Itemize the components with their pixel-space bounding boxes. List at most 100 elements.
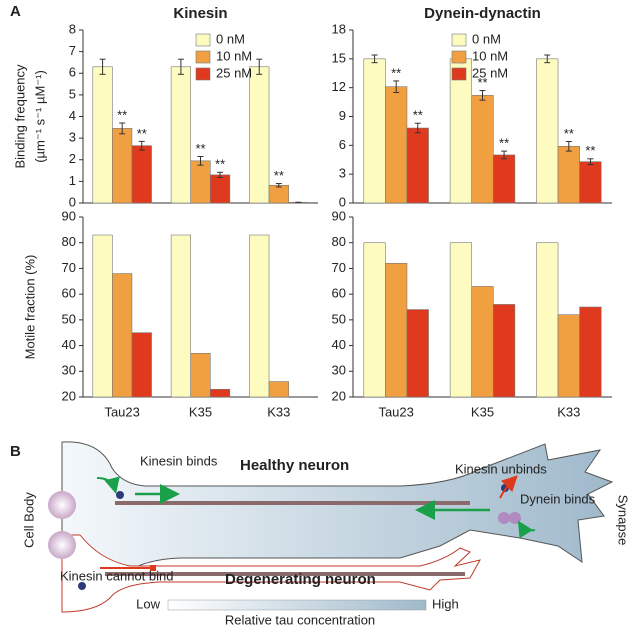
significance: ** <box>274 168 284 183</box>
y-tick-label: 1 <box>69 173 76 188</box>
label: Kinesin binds <box>140 453 218 468</box>
legend-label: 0 nM <box>216 31 245 46</box>
x-tick-label: Tau23 <box>104 404 139 419</box>
y-tick-label: 0 <box>69 194 76 209</box>
x-tick-label: K35 <box>189 404 212 419</box>
bar <box>92 66 113 204</box>
y-tick-label: 0 <box>339 194 346 209</box>
cell-body <box>48 531 76 559</box>
bar <box>449 58 473 204</box>
y-tick-label: 3 <box>339 166 346 181</box>
significance: ** <box>564 126 574 141</box>
bar <box>492 154 516 204</box>
y-tick-label: 40 <box>332 337 346 352</box>
significance: ** <box>137 126 147 141</box>
bar <box>249 66 270 204</box>
y-tick-label: 70 <box>332 260 346 275</box>
y-tick-label: 40 <box>62 337 76 352</box>
label: High <box>432 596 459 611</box>
bar <box>449 242 473 398</box>
label: Low <box>136 596 160 611</box>
bar <box>385 262 408 398</box>
y-tick-label: 60 <box>62 286 76 301</box>
significance: ** <box>195 141 205 156</box>
y-tick-label: 70 <box>62 260 76 275</box>
legend-swatch <box>195 33 211 47</box>
legend-label: 25 nM <box>472 65 508 80</box>
bar <box>579 306 602 398</box>
bar <box>209 174 231 204</box>
significance: ** <box>585 143 595 158</box>
y-tick-label: 5 <box>69 86 76 101</box>
label: Synapse <box>616 495 631 546</box>
x-tick-label: K35 <box>471 404 494 419</box>
x-tick-label: K33 <box>267 404 290 419</box>
bar <box>557 145 580 204</box>
label: Dynein binds <box>520 491 596 506</box>
bar <box>385 86 408 204</box>
bar <box>557 314 580 398</box>
significance: ** <box>117 107 127 122</box>
bar <box>471 286 494 398</box>
legend-label: 10 nM <box>216 48 252 63</box>
significance: ** <box>391 65 401 80</box>
bar <box>112 273 133 398</box>
legend-label: 0 nM <box>472 31 501 46</box>
tau-scale <box>167 599 427 611</box>
y-axis-label: (µm⁻¹ s⁻¹ µM⁻¹) <box>32 70 47 163</box>
bar <box>406 127 429 204</box>
significance: ** <box>215 157 225 172</box>
bar <box>363 58 386 204</box>
y-tick-label: 9 <box>339 108 346 123</box>
bar <box>268 381 289 398</box>
legend-label: 10 nM <box>472 48 508 63</box>
y-tick-label: 6 <box>339 137 346 152</box>
legend-swatch <box>451 67 467 81</box>
label: Cell Body <box>21 492 36 548</box>
label: Degenerating neuron <box>225 571 376 588</box>
y-tick-label: 20 <box>332 388 346 403</box>
panel-b: Kinesin binds Healthy neuron Kinesin unb… <box>21 441 631 627</box>
y-tick-label: 7 <box>69 43 76 58</box>
y-tick-label: 90 <box>332 208 346 223</box>
chart-title: Dynein-dynactin <box>424 5 541 22</box>
y-tick-label: 12 <box>332 79 346 94</box>
y-tick-label: 6 <box>69 65 76 80</box>
bar <box>536 58 559 204</box>
y-tick-label: 80 <box>332 234 346 249</box>
y-axis-label: Binding frequency <box>12 64 27 169</box>
dynein <box>498 512 510 524</box>
bar <box>209 388 231 398</box>
y-tick-label: 50 <box>332 311 346 326</box>
bar <box>363 242 386 398</box>
y-tick-label: 30 <box>332 363 346 378</box>
y-axis-label: Motile fraction (%) <box>22 255 37 360</box>
bar <box>92 234 113 398</box>
y-tick-label: 20 <box>62 388 76 403</box>
bar <box>170 66 192 204</box>
panel-label: B <box>10 443 21 460</box>
y-tick-label: 30 <box>62 363 76 378</box>
cell-body <box>48 491 76 519</box>
label: Healthy neuron <box>240 457 349 474</box>
bar <box>536 242 559 398</box>
kinesin <box>116 491 124 499</box>
chart-title: Kinesin <box>173 5 227 22</box>
x-tick-label: Tau23 <box>378 404 413 419</box>
significance: ** <box>477 75 487 90</box>
bar <box>190 352 211 398</box>
y-tick-label: 3 <box>69 130 76 145</box>
panel-label: A <box>10 3 21 20</box>
y-tick-label: 80 <box>62 234 76 249</box>
y-tick-label: 90 <box>62 208 76 223</box>
label: Relative tau concentration <box>225 612 375 627</box>
y-tick-label: 2 <box>69 151 76 166</box>
y-tick-label: 18 <box>332 21 346 36</box>
block <box>150 565 156 571</box>
legend-label: 25 nM <box>216 65 252 80</box>
arrow <box>96 476 120 494</box>
bar <box>471 95 494 204</box>
significance: ** <box>413 108 423 123</box>
bar <box>131 332 152 398</box>
label: Kinesin cannot bind <box>60 568 173 583</box>
